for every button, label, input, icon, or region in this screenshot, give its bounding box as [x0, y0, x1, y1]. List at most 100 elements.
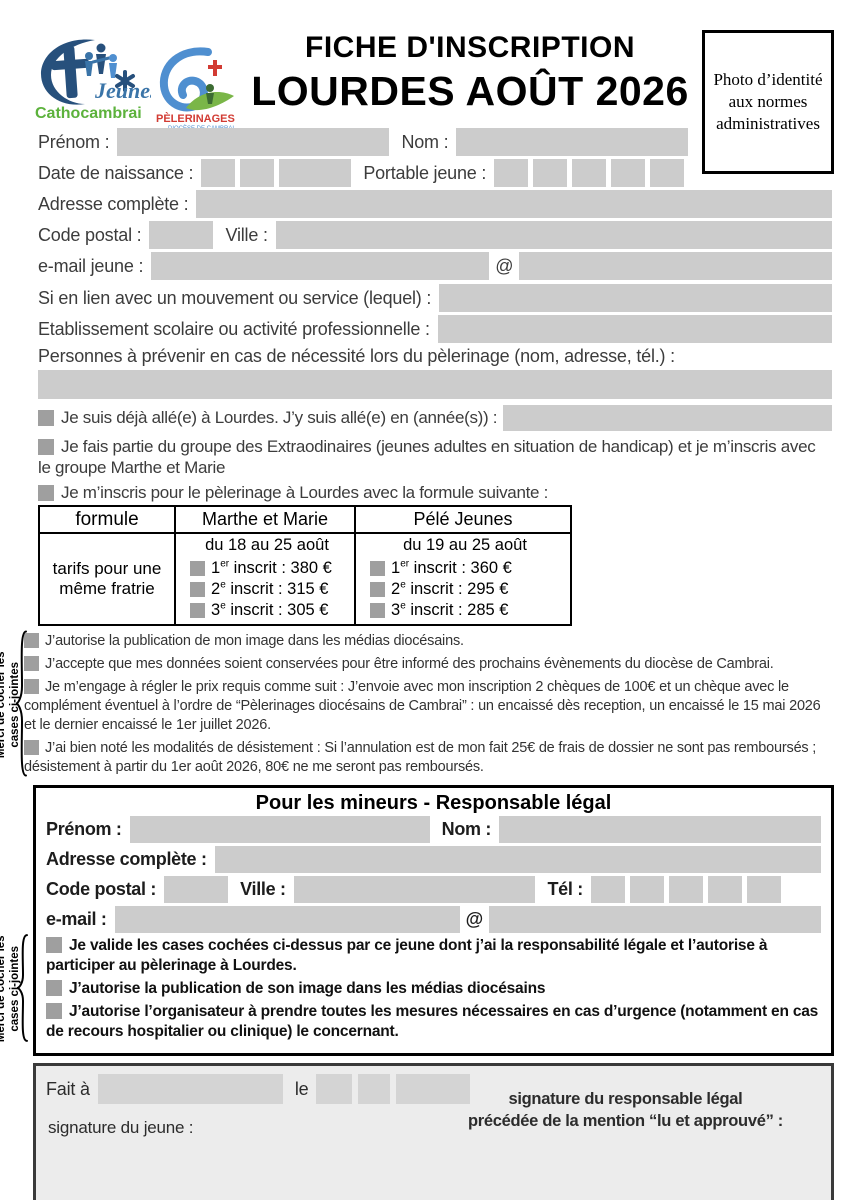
ville-field[interactable]: [275, 221, 832, 249]
logo-jeunes-text: Jeunes: [94, 78, 151, 103]
minors-prenom-field[interactable]: [129, 816, 430, 843]
extraordinaires-label: Je fais partie du groupe des Extraodinai…: [38, 437, 816, 477]
cross-horizontal: [50, 58, 90, 71]
minors-tel-label: Tél :: [547, 879, 583, 899]
nom-label: Nom :: [401, 131, 449, 152]
personnes-field[interactable]: [38, 370, 832, 399]
minors-tel-field-4[interactable]: [708, 876, 742, 903]
minors-email-local-field[interactable]: [114, 906, 460, 933]
naissance-day-field[interactable]: [201, 159, 236, 187]
formule-label: Je m’inscris pour le pèlerinage à Lourde…: [61, 483, 549, 502]
consent-image-jeune-checkbox[interactable]: [24, 633, 39, 648]
form-title: FICHE D'INSCRIPTION LOURDES AOÛT 2026: [245, 31, 695, 115]
portable-field-1[interactable]: [494, 159, 529, 187]
fait-a-row: Fait à le: [46, 1074, 821, 1104]
mouvement-field[interactable]: [439, 284, 832, 312]
pele-tarifs-cell: du 19 au 25 août 1er inscrit : 360 € 2e …: [354, 532, 572, 626]
consent-image-mineur-checkbox[interactable]: [46, 980, 62, 996]
minors-email-row: e-mail : @: [46, 906, 821, 933]
minors-tel-field-1[interactable]: [591, 876, 625, 903]
consent-image-jeune-text: J’autorise la publication de mon image d…: [45, 633, 464, 649]
marthe-option-3-text: 3e inscrit : 305 €: [211, 600, 329, 619]
consent-image-mineur: J’autorise la publication de son image d…: [46, 979, 821, 999]
logo-cathocambrai-text: Cathocambrai: [35, 105, 142, 122]
minors-tel-field-5[interactable]: [747, 876, 781, 903]
email-local-field[interactable]: [151, 252, 490, 280]
minors-title: Pour les mineurs - Responsable légal: [255, 792, 612, 814]
minors-tel-field-3[interactable]: [669, 876, 703, 903]
title-line-1: FICHE D'INSCRIPTION: [305, 31, 635, 64]
pele-option-2-checkbox[interactable]: [370, 581, 385, 597]
etablissement-field[interactable]: [437, 315, 832, 343]
portable-field-4[interactable]: [611, 159, 646, 187]
naissance-year-field[interactable]: [279, 159, 352, 187]
formule-table: formule Marthe et Marie Pélé Jeunes tari…: [38, 505, 572, 626]
consent-donnees-checkbox[interactable]: [24, 656, 39, 671]
minors-adresse-field[interactable]: [214, 846, 821, 873]
crescent-shape: [41, 39, 95, 105]
curly-brace: [16, 934, 28, 1042]
minors-nom-field[interactable]: [499, 816, 821, 843]
minors-adresse-row: Adresse complète :: [46, 846, 821, 873]
minors-email-domain-field[interactable]: [488, 906, 821, 933]
extraordinaires-checkbox[interactable]: [38, 439, 54, 455]
email-domain-field[interactable]: [519, 252, 832, 280]
portable-field-5[interactable]: [650, 159, 685, 187]
cathocambrai-jeunes-logo: Jeunes Cathocambrai: [35, 39, 151, 122]
minors-code-postal-label: Code postal :: [46, 879, 157, 899]
minors-code-postal-field[interactable]: [164, 876, 229, 903]
consent-donnees: J’accepte que mes données soient conserv…: [24, 655, 832, 674]
date-month-field[interactable]: [358, 1074, 391, 1104]
date-day-field[interactable]: [316, 1074, 353, 1104]
pele-option-3-checkbox[interactable]: [370, 602, 385, 618]
minors-ville-field[interactable]: [293, 876, 536, 903]
formule-row: Je m’inscris pour le pèlerinage à Lourde…: [38, 482, 832, 503]
minors-email-label: e-mail :: [46, 909, 107, 929]
le-label: le: [294, 1078, 309, 1099]
marthe-option-1: 1er inscrit : 380 €: [190, 558, 354, 578]
marthe-option-2-checkbox[interactable]: [190, 581, 205, 597]
tarifs-row-label: tarifs pour une même fratrie: [38, 532, 176, 626]
consent-donnees-text: J’accepte que mes données soient conserv…: [45, 656, 774, 672]
deja-alle-field[interactable]: [503, 405, 832, 431]
code-postal-label: Code postal :: [38, 224, 142, 245]
portable-label: Portable jeune :: [363, 162, 487, 183]
fait-a-field[interactable]: [97, 1074, 283, 1104]
consent-validation: Je valide les cases cochées ci-dessus pa…: [46, 936, 821, 976]
minors-tel-field-2[interactable]: [630, 876, 664, 903]
portable-field-3[interactable]: [572, 159, 607, 187]
adresse-field[interactable]: [196, 190, 832, 218]
naissance-label: Date de naissance :: [38, 162, 194, 183]
marthe-option-3-checkbox[interactable]: [190, 602, 205, 618]
consent-validation-text: Je valide les cases cochées ci-dessus pa…: [46, 937, 768, 974]
deja-alle-checkbox[interactable]: [38, 410, 54, 426]
formule-checkbox[interactable]: [38, 485, 54, 501]
adresse-row: Adresse complète :: [38, 190, 832, 218]
pele-dates: du 19 au 25 août: [403, 536, 527, 554]
consent-paiement-checkbox[interactable]: [24, 679, 39, 694]
date-year-field[interactable]: [396, 1074, 471, 1104]
code-postal-field[interactable]: [149, 221, 214, 249]
responsable-signature-label: signature du responsable légal précédée …: [468, 1088, 783, 1132]
consent-desistement-checkbox[interactable]: [24, 740, 39, 755]
etablissement-label: Etablissement scolaire ou activité profe…: [38, 318, 430, 339]
ville-label: Ville :: [225, 224, 268, 245]
naissance-month-field[interactable]: [240, 159, 275, 187]
nom-field[interactable]: [456, 128, 689, 156]
marthe-option-2-text: 2e inscrit : 315 €: [211, 579, 329, 598]
pilgrim-figure: [206, 84, 214, 92]
consent-image-jeune: J’autorise la publication de mon image d…: [24, 632, 832, 651]
pilgrim-body: [206, 93, 214, 104]
marthe-option-2: 2e inscrit : 315 €: [190, 579, 354, 599]
minors-nom-label: Nom :: [441, 819, 492, 839]
marthe-option-1-checkbox[interactable]: [190, 560, 205, 576]
consent-urgence-checkbox[interactable]: [46, 1003, 62, 1019]
pele-option-1-checkbox[interactable]: [370, 560, 385, 576]
portable-field-2[interactable]: [533, 159, 568, 187]
consent-validation-checkbox[interactable]: [46, 937, 62, 953]
cross-vertical: [63, 45, 78, 99]
email-label: e-mail jeune :: [38, 255, 144, 276]
prenom-field[interactable]: [117, 128, 390, 156]
consent-urgence: J’autorise l’organisateur à prendre tout…: [46, 1002, 821, 1042]
consent-paiement: Je m’engage à régler le prix requis comm…: [24, 678, 832, 735]
